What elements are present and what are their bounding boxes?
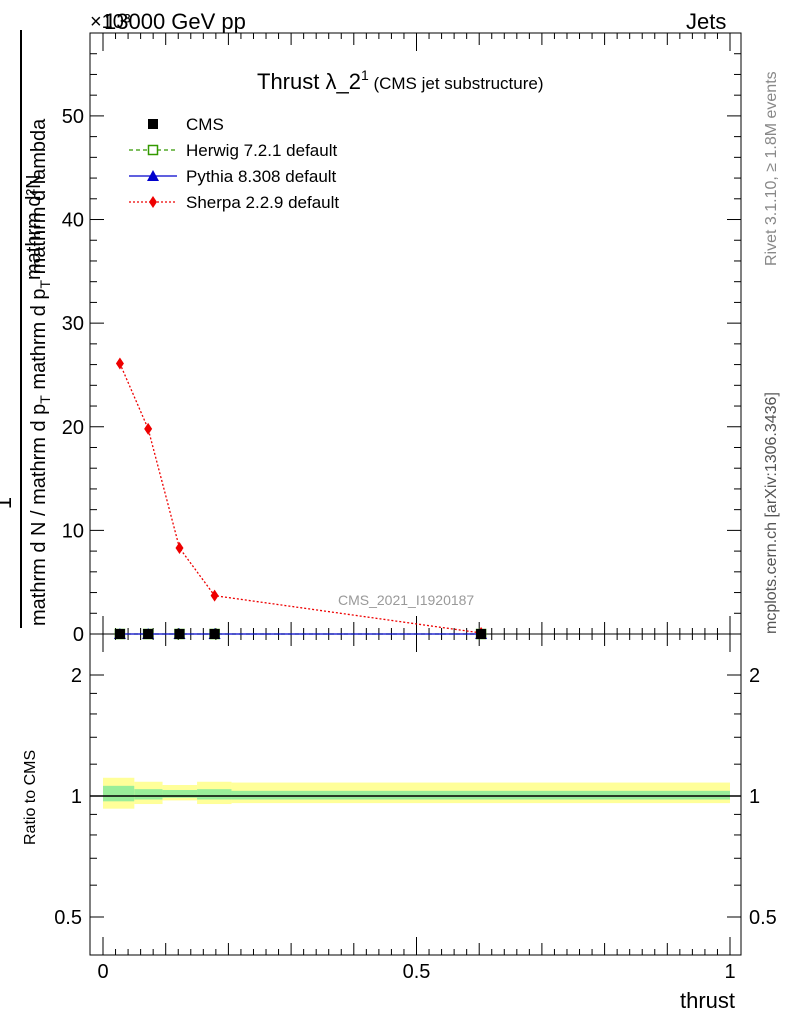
exponent-label: ×10³ bbox=[90, 11, 131, 33]
data-point bbox=[209, 629, 220, 639]
ratio-band-green-4 bbox=[231, 790, 730, 800]
legend-marker bbox=[147, 170, 159, 181]
ratio-band-green-1 bbox=[134, 789, 163, 800]
series-cms bbox=[114, 629, 487, 639]
ratio-band-green-3 bbox=[197, 789, 232, 800]
x-axis-label: thrust bbox=[680, 988, 736, 1013]
data-point bbox=[143, 629, 154, 639]
ratio-bands bbox=[90, 777, 741, 809]
series-layer bbox=[113, 357, 488, 640]
data-point bbox=[210, 589, 219, 602]
data-point bbox=[174, 629, 185, 639]
data-point bbox=[114, 629, 125, 639]
y-tick-label: 10 bbox=[62, 520, 84, 542]
series-pythia bbox=[113, 628, 488, 639]
process-label: Jets bbox=[686, 9, 727, 34]
axis-ticks: 0 10 20 30 40 50 0 0.5 1 0.5 0.5 1 1 2 2 bbox=[54, 32, 777, 983]
x-tick-label: 0 bbox=[97, 961, 108, 983]
ratio-band-green-0 bbox=[103, 785, 135, 802]
chart-title: Thrust λ_21 (CMS jet substructure) bbox=[257, 67, 544, 94]
ratio-band-green-2 bbox=[162, 789, 198, 798]
y-tick-label: 50 bbox=[62, 106, 84, 128]
watermark: CMS_2021_I1920187 bbox=[338, 592, 474, 608]
x-tick-label: 1 bbox=[724, 961, 735, 983]
ratio-y-tick-label-right: 1 bbox=[749, 786, 760, 808]
data-point bbox=[175, 541, 184, 554]
legend-marker bbox=[149, 196, 157, 208]
data-point bbox=[144, 422, 153, 435]
data-point bbox=[115, 357, 124, 370]
y-tick-label: 30 bbox=[62, 313, 84, 335]
x-tick-label: 0.5 bbox=[403, 961, 431, 983]
ratio-y-tick-label: 0.5 bbox=[54, 907, 82, 929]
legend-label: CMS bbox=[186, 115, 224, 134]
legend-label: Sherpa 2.2.9 default bbox=[186, 193, 339, 212]
legend-label: Herwig 7.2.1 default bbox=[186, 141, 337, 160]
legend-marker bbox=[148, 119, 158, 129]
ratio-y-tick-label: 1 bbox=[71, 786, 82, 808]
y-label-fraction-line bbox=[20, 30, 22, 628]
legend-marker bbox=[147, 144, 159, 156]
y-axis-label: 1 mathrm d²N mathrm d N / mathrm d pT ma… bbox=[0, 0, 60, 634]
y-tick-label: 40 bbox=[62, 210, 84, 232]
y-tick-label: 0 bbox=[73, 624, 84, 646]
ratio-y-tick-label-right: 0.5 bbox=[749, 907, 777, 929]
legend-label: Pythia 8.308 default bbox=[186, 167, 337, 186]
ratio-y-tick-label: 2 bbox=[71, 665, 82, 687]
ratio-y-tick-label-right: 2 bbox=[749, 665, 760, 687]
energy-label: 13000 GeV pp bbox=[104, 9, 246, 34]
data-point bbox=[476, 629, 487, 639]
y-tick-label: 20 bbox=[62, 417, 84, 439]
legend: CMS Herwig 7.2.1 default Pythia 8.308 defa… bbox=[129, 115, 339, 212]
